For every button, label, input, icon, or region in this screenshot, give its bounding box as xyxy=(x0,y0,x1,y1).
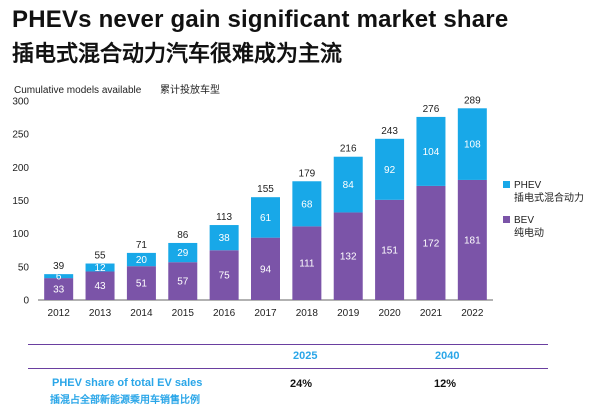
row-label-zh: 插混占全部新能源乘用车销售比例 xyxy=(50,395,200,406)
bar-phev xyxy=(85,263,115,272)
data-label-total: 276 xyxy=(423,104,440,115)
data-label-total: 179 xyxy=(299,168,316,179)
page-subtitle-zh: 插电式混合动力汽车很难成为主流 xyxy=(12,42,343,67)
bar-bev xyxy=(333,212,363,300)
share-value-2040: 12% xyxy=(434,378,457,390)
y-tick-label: 250 xyxy=(12,130,29,141)
data-label-phev: 61 xyxy=(260,213,272,224)
bar-bev xyxy=(168,262,198,300)
bar-bev xyxy=(209,250,239,300)
x-tick-label: 2018 xyxy=(296,308,319,319)
data-label-phev: 6 xyxy=(56,272,62,283)
bar-bev xyxy=(44,278,74,300)
data-label-total: 71 xyxy=(136,240,148,251)
bars xyxy=(44,108,487,300)
data-label-bev: 132 xyxy=(340,252,357,263)
table-top-rule xyxy=(28,344,548,345)
x-tick-label: 2015 xyxy=(172,308,195,319)
y-tick-label: 300 xyxy=(12,97,29,108)
data-label-bev: 33 xyxy=(53,285,65,296)
bar-phev xyxy=(126,252,156,267)
year-header-2040: 2040 xyxy=(435,350,460,362)
data-label-phev: 20 xyxy=(136,255,148,266)
legend-swatch-phev xyxy=(503,181,510,188)
data-label-total: 113 xyxy=(216,212,232,223)
legend-label-bev: BEV xyxy=(514,215,534,226)
data-label-total: 289 xyxy=(464,95,481,106)
bar-phev xyxy=(168,242,198,263)
bar-phev xyxy=(333,156,363,213)
data-label-bev: 111 xyxy=(299,259,315,270)
data-label-bev: 75 xyxy=(219,271,231,282)
x-tick-label: 2021 xyxy=(420,308,443,319)
data-label-total: 155 xyxy=(257,184,274,195)
bar-bev xyxy=(416,185,446,300)
x-tick-label: 2019 xyxy=(337,308,360,319)
y-tick-label: 50 xyxy=(18,262,30,273)
y-tick-label: 100 xyxy=(12,229,29,240)
data-label-total: 39 xyxy=(53,261,65,272)
page-title: PHEVs never gain significant market shar… xyxy=(12,6,509,33)
data-label-bev: 51 xyxy=(136,279,148,290)
x-tick-label: 2022 xyxy=(461,308,484,319)
bar-bev xyxy=(375,199,405,300)
bar-phev xyxy=(457,108,487,180)
bar-phev xyxy=(416,116,446,186)
x-tick-label: 2014 xyxy=(130,308,153,319)
data-label-phev: 108 xyxy=(464,140,481,151)
legend-label-bev-zh: 纯电动 xyxy=(514,226,544,239)
data-label-phev: 84 xyxy=(343,180,355,191)
y-tick-label: 200 xyxy=(12,163,29,174)
table-mid-rule xyxy=(28,368,548,369)
bar-phev xyxy=(251,197,280,238)
bar-bev xyxy=(292,226,322,300)
data-label-total: 86 xyxy=(177,230,189,241)
bar-bev xyxy=(251,237,280,300)
bar-phev xyxy=(292,181,322,227)
row-label-en: PHEV share of total EV sales xyxy=(52,377,203,389)
x-tick-label: 2020 xyxy=(378,308,401,319)
y-tick-label: 150 xyxy=(12,196,29,207)
y-axis-title-zh: 累计投放车型 xyxy=(160,83,220,96)
data-label-phev: 68 xyxy=(301,199,313,210)
bar-bev xyxy=(85,271,115,300)
data-label-bev: 181 xyxy=(464,235,481,246)
x-tick-label: 2013 xyxy=(89,308,112,319)
bar-bev xyxy=(457,179,487,300)
year-header-2025: 2025 xyxy=(293,350,318,362)
x-tick-label: 2017 xyxy=(254,308,277,319)
data-label-phev: 29 xyxy=(177,248,189,259)
data-label-bev: 151 xyxy=(381,245,398,256)
data-label-bev: 94 xyxy=(260,264,272,275)
data-label-phev: 92 xyxy=(384,165,396,176)
data-label-phev: 38 xyxy=(219,233,231,244)
bar-bev xyxy=(126,266,156,300)
data-label-phev: 104 xyxy=(423,147,440,158)
legend-label-phev-zh: 插电式混合动力 xyxy=(514,191,584,204)
bar-phev xyxy=(44,274,74,279)
data-label-bev: 43 xyxy=(94,281,106,292)
share-value-2025: 24% xyxy=(290,378,313,390)
data-label-total: 243 xyxy=(381,126,398,137)
data-label-bev: 172 xyxy=(423,238,440,249)
data-label-total: 55 xyxy=(94,251,106,262)
y-axis-title: Cumulative models available xyxy=(14,85,142,96)
data-label-phev: 12 xyxy=(94,263,106,274)
legend-swatch-bev xyxy=(503,216,510,223)
y-tick-label: 0 xyxy=(23,296,29,307)
stacked-bar-chart: Cumulative models available 累计投放车型 0 50 10… xyxy=(12,83,584,319)
bar-phev xyxy=(375,138,405,200)
x-tick-label: 2012 xyxy=(48,308,71,319)
data-label-bev: 57 xyxy=(177,277,189,288)
data-label-total: 216 xyxy=(340,144,357,155)
bar-phev xyxy=(209,225,239,251)
x-tick-label: 2016 xyxy=(213,308,236,319)
legend-label-phev: PHEV xyxy=(514,180,542,191)
